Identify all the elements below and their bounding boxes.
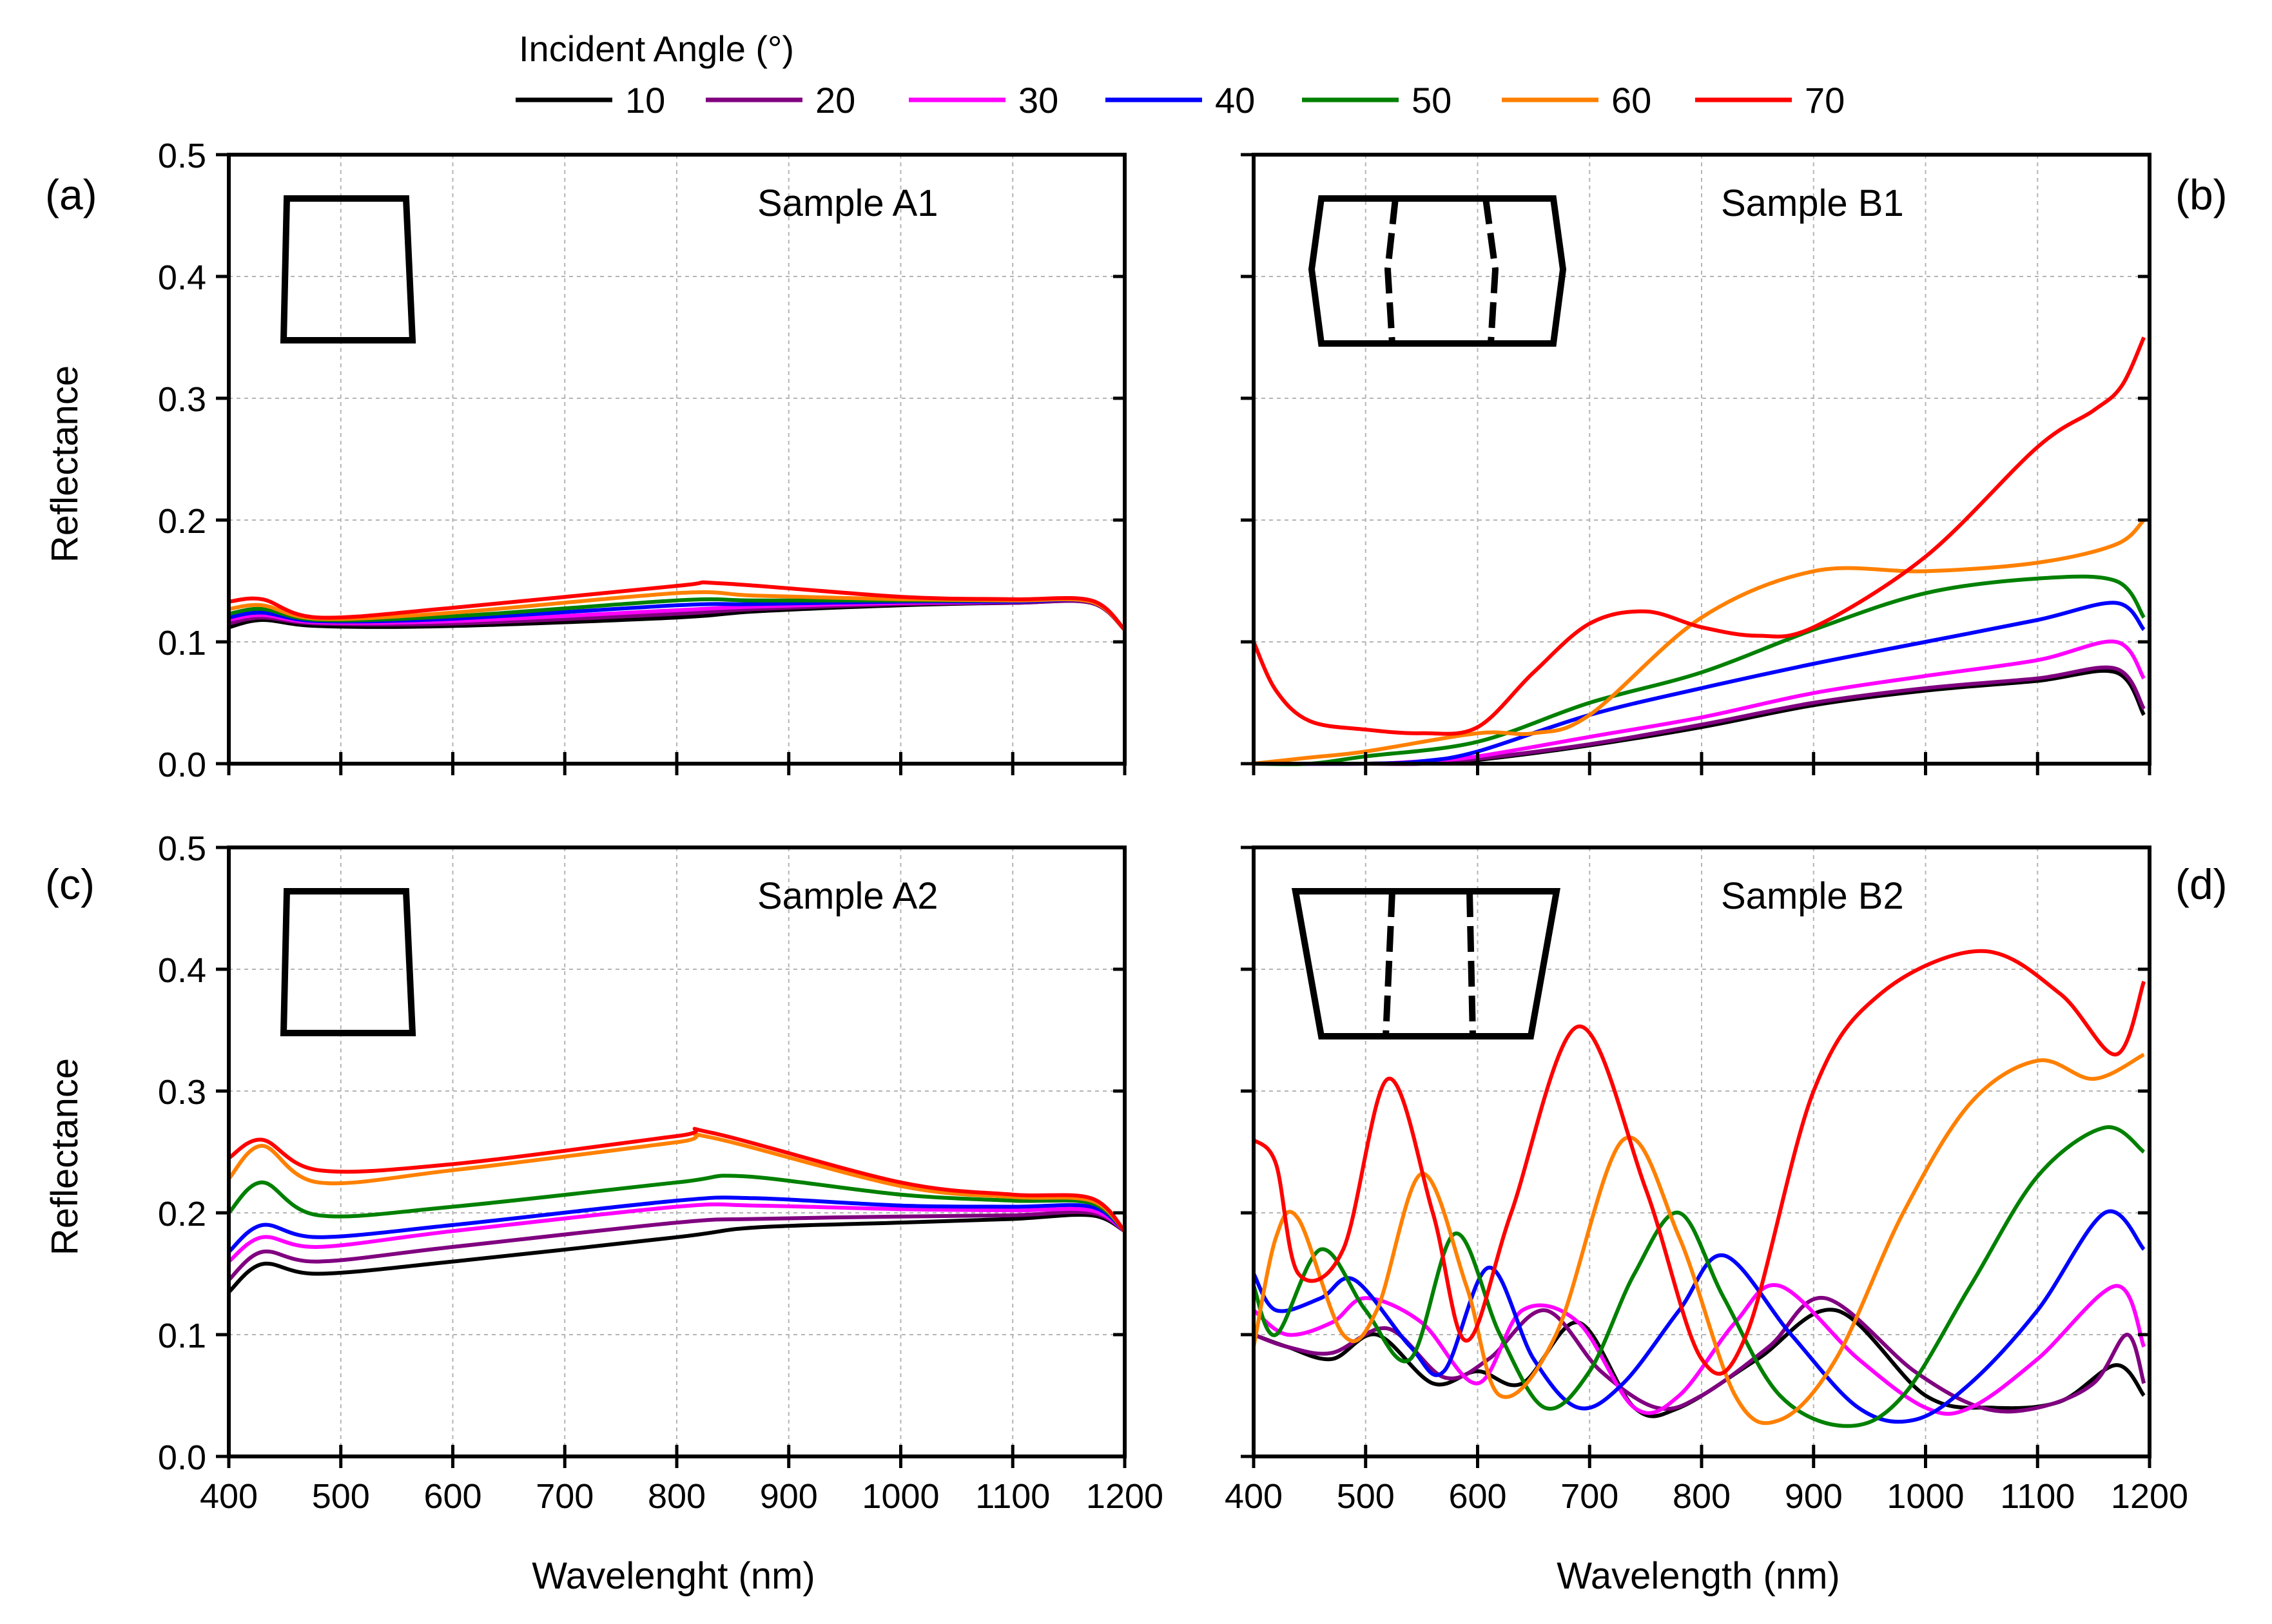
y-tick-label: 0.3 [158,1073,206,1112]
legend-label-50: 50 [1412,80,1452,121]
x-tick-label: 400 [1225,1477,1283,1516]
legend-label-30: 30 [1018,80,1058,121]
series-line-70 [1252,949,2146,1376]
series-line-60 [1253,518,2146,766]
x-tick-label: 1000 [862,1477,939,1516]
ylabel-c: Reflectance [44,1058,86,1255]
panel-a: 0.0 0.1 0.2 0.3 0.4 0.5 [158,137,1127,784]
series-line-40 [227,1195,1126,1253]
legend-label-70: 70 [1805,80,1845,121]
inset-sample-outline-b2 [1292,888,1560,1039]
x-tick-label: 800 [1673,1477,1731,1516]
ylabel-a: Reflectance [44,365,86,563]
series-line-70 [228,1126,1127,1233]
y-tick-label: 0.5 [158,829,206,868]
panel-c: 400 500 600 700 800 900 1000 1100 1200 0.0 0.1 0.2 0… [158,829,1163,1516]
y-tick-label: 0.0 [158,1438,206,1477]
panel-label-d: (d) [2175,860,2228,908]
panel-title-d: Sample B2 [1721,875,1904,917]
x-tick-label: 1100 [975,1477,1050,1516]
x-tick-label: 1200 [2111,1477,2188,1516]
series-line-10 [1252,1308,2146,1418]
inset-sample-outline-plain [280,195,416,343]
x-tick-label: 400 [200,1477,258,1516]
series-line-20 [227,1210,1126,1282]
series-line-30 [1253,639,2146,766]
x-tick-label: 1100 [2000,1477,2075,1516]
y-tick-label: 0.2 [158,1195,206,1233]
inset-dashed-line-right [1482,198,1499,344]
series-line-60 [1252,1052,2145,1426]
inset-sample-outline-b1 [1308,195,1567,347]
x-tick-label: 1000 [1887,1477,1964,1516]
panel-label-a: (a) [45,171,97,218]
y-tick-label: 0.1 [158,624,206,662]
series-line-70 [1252,336,2146,736]
panel-label-c: (c) [45,860,95,908]
series-line-40 [1252,1209,2146,1424]
x-tick-label: 900 [1785,1477,1843,1516]
legend-label-60: 60 [1611,80,1651,121]
xlabel-c: Wavelenght (nm) [532,1555,815,1597]
series-line-60 [227,1132,1127,1233]
legend-label-40: 40 [1215,80,1255,121]
x-tick-label: 500 [312,1477,370,1516]
series-line-30 [228,1202,1126,1264]
y-tick-label: 0.1 [158,1317,206,1355]
series-line-50 [227,1174,1127,1233]
panel-b [1241,153,2151,775]
x-tick-label: 900 [760,1477,818,1516]
x-tick-label: 700 [1560,1477,1618,1516]
legend-label-20: 20 [815,80,855,121]
series-line-30 [1252,1282,2146,1416]
panel-label-b: (b) [2175,171,2228,218]
series-line-50 [1253,574,2146,766]
y-tick-label: 0.4 [158,951,206,990]
xlabel-d: Wavelength (nm) [1557,1555,1840,1597]
y-tick-label: 0.2 [158,502,206,541]
y-tick-label: 0.3 [158,380,206,419]
inset-dashed-line-left [1383,891,1395,1037]
inset-dashed-line-left [1384,198,1399,344]
panel-title-b: Sample B1 [1721,182,1904,224]
series-line-50 [1252,1125,2146,1428]
x-tick-label: 600 [1448,1477,1506,1516]
panel-d: 400 500 600 700 800 900 1000 1100 1200 [1225,846,2188,1516]
y-tick-label: 0.4 [158,258,206,297]
panel-title-a: Sample A1 [757,182,938,224]
inset-sample-outline-plain [280,888,416,1036]
legend-title: Incident Angle (°) [519,28,794,69]
series-line-20 [1252,1295,2146,1414]
panel-title-c: Sample A2 [757,875,938,917]
legend: Incident Angle (°) 10 20 30 40 50 60 70 [516,28,1845,121]
x-tick-label: 1200 [1086,1477,1163,1516]
x-tick-label: 800 [648,1477,706,1516]
y-tick-label: 0.5 [158,137,206,175]
inset-dashed-line-right [1466,891,1476,1037]
series-line-10 [227,1212,1126,1294]
legend-label-10: 10 [625,80,665,121]
x-tick-label: 500 [1337,1477,1395,1516]
x-tick-label: 600 [423,1477,481,1516]
y-tick-label: 0.0 [158,746,206,784]
x-tick-label: 700 [536,1477,594,1516]
series-line-70 [228,580,1127,632]
